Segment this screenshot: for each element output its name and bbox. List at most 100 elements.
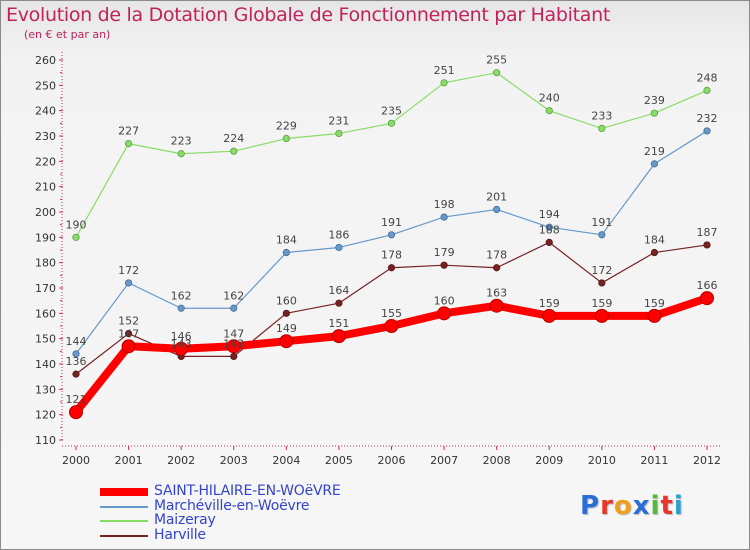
x-tick-label: 2005 [325, 454, 353, 467]
data-point-harville [650, 248, 659, 257]
data-point-harville [230, 352, 238, 360]
data-label-maizeray: 229 [276, 120, 297, 133]
proxiti-logo: Proxiti [580, 491, 684, 521]
data-label-maizeray: 248 [697, 71, 718, 84]
data-point-harville [124, 329, 133, 338]
data-point-saint-hilaire-en-wo-vre [700, 291, 714, 306]
y-tick-label: 240 [35, 105, 56, 118]
data-label-saint-hilaire-en-wo-vre: 160 [434, 294, 455, 307]
data-label-harville: 184 [644, 234, 665, 247]
data-label-saint-hilaire-en-wo-vre: 146 [171, 330, 192, 343]
y-tick-label: 250 [35, 79, 56, 92]
y-tick-label: 110 [35, 434, 56, 447]
data-point-maizeray [177, 150, 185, 158]
data-point-saint-hilaire-en-wo-vre [279, 334, 294, 349]
legend-swatch [100, 534, 148, 537]
data-point-saint-hilaire-en-wo-vre [226, 339, 241, 354]
data-point-maizeray [230, 147, 238, 155]
series-points [69, 69, 714, 420]
y-tick-label: 120 [35, 409, 56, 422]
data-label-maizeray: 190 [66, 218, 87, 231]
data-point-maizeray [703, 86, 711, 95]
axes: 110 120 130 140 150 160 170 180 190 200 210 220 230 2… [35, 52, 721, 467]
data-label-saint-hilaire-en-wo-vre: 147 [223, 327, 244, 340]
data-point-maizeray [387, 119, 396, 127]
y-tick-label: 200 [35, 206, 56, 219]
data-point-harville [440, 261, 448, 269]
data-point-march-ville-en-wo-vre [493, 205, 501, 214]
data-label-march-ville-en-wo-vre: 186 [328, 228, 349, 241]
data-label-saint-hilaire-en-wo-vre: 159 [644, 297, 665, 310]
y-tick-label: 150 [35, 333, 56, 346]
data-label-saint-hilaire-en-wo-vre: 121 [66, 393, 87, 406]
data-label-saint-hilaire-en-wo-vre: 166 [697, 279, 718, 292]
x-tick-label: 2002 [167, 454, 195, 467]
data-label-harville: 188 [539, 223, 560, 236]
y-tick-label: 210 [35, 181, 56, 194]
data-point-march-ville-en-wo-vre [440, 213, 448, 221]
data-label-harville: 172 [591, 264, 612, 277]
data-point-harville [72, 370, 80, 378]
data-label-harville: 152 [118, 315, 139, 328]
data-point-maizeray [440, 79, 448, 87]
data-point-maizeray [72, 233, 80, 241]
logo-letter: i [650, 491, 661, 521]
data-label-march-ville-en-wo-vre: 191 [381, 216, 402, 229]
data-label-march-ville-en-wo-vre: 198 [434, 198, 455, 211]
legend-label: Marchéville-en-Woëvre [154, 497, 310, 514]
data-point-saint-hilaire-en-wo-vre [384, 319, 399, 333]
chart-subtitle: (en € et par an) [24, 28, 111, 41]
data-point-march-ville-en-wo-vre [177, 304, 185, 312]
data-label-saint-hilaire-en-wo-vre: 151 [328, 317, 349, 330]
data-point-maizeray [545, 107, 553, 115]
data-point-march-ville-en-wo-vre [282, 248, 290, 257]
data-label-harville: 143 [171, 337, 192, 350]
data-point-harville [493, 264, 501, 272]
logo-letter: i [673, 491, 684, 521]
y-tick-label: 220 [35, 155, 56, 168]
data-point-maizeray [124, 140, 133, 148]
data-point-saint-hilaire-en-wo-vre [69, 405, 83, 420]
logo-letter: o [613, 491, 633, 521]
data-label-march-ville-en-wo-vre: 191 [591, 216, 612, 229]
data-label-march-ville-en-wo-vre: 162 [223, 289, 244, 302]
data-point-march-ville-en-wo-vre [124, 279, 133, 287]
data-label-harville: 136 [66, 355, 87, 368]
logo-letter: t [660, 491, 674, 521]
legend-label: Harville [154, 526, 206, 543]
data-point-march-ville-en-wo-vre [545, 223, 553, 231]
data-label-saint-hilaire-en-wo-vre: 149 [276, 322, 297, 335]
x-tick-label: 2001 [115, 454, 143, 467]
data-label-harville: 143 [223, 337, 244, 350]
data-label-maizeray: 224 [223, 132, 244, 145]
data-point-harville [282, 309, 290, 317]
data-point-saint-hilaire-en-wo-vre [647, 308, 662, 323]
y-tick-label: 260 [35, 54, 56, 67]
data-point-march-ville-en-wo-vre [72, 350, 80, 358]
data-label-maizeray: 227 [118, 125, 139, 138]
x-tick-label: 2011 [640, 454, 668, 467]
data-label-march-ville-en-wo-vre: 201 [486, 190, 507, 203]
data-label-maizeray: 223 [171, 135, 192, 148]
y-tick-label: 160 [35, 307, 56, 320]
data-point-saint-hilaire-en-wo-vre [331, 329, 346, 344]
x-tick-label: 2003 [220, 454, 248, 467]
data-label-harville: 160 [276, 294, 297, 307]
data-point-march-ville-en-wo-vre [703, 127, 711, 135]
data-point-maizeray [335, 129, 343, 138]
data-point-saint-hilaire-en-wo-vre [542, 308, 557, 323]
data-point-saint-hilaire-en-wo-vre [174, 341, 189, 356]
data-label-march-ville-en-wo-vre: 194 [539, 208, 560, 221]
data-label-saint-hilaire-en-wo-vre: 159 [591, 297, 612, 310]
data-point-maizeray [598, 124, 606, 132]
legend-swatch [100, 520, 148, 522]
data-point-march-ville-en-wo-vre [230, 304, 238, 312]
series-line-maizeray [75, 72, 708, 238]
data-point-saint-hilaire-en-wo-vre [437, 306, 452, 321]
data-point-harville [387, 264, 396, 272]
data-label-harville: 179 [434, 246, 455, 259]
data-point-march-ville-en-wo-vre [335, 243, 343, 252]
data-point-saint-hilaire-en-wo-vre [489, 298, 504, 313]
data-label-maizeray: 239 [644, 94, 665, 107]
